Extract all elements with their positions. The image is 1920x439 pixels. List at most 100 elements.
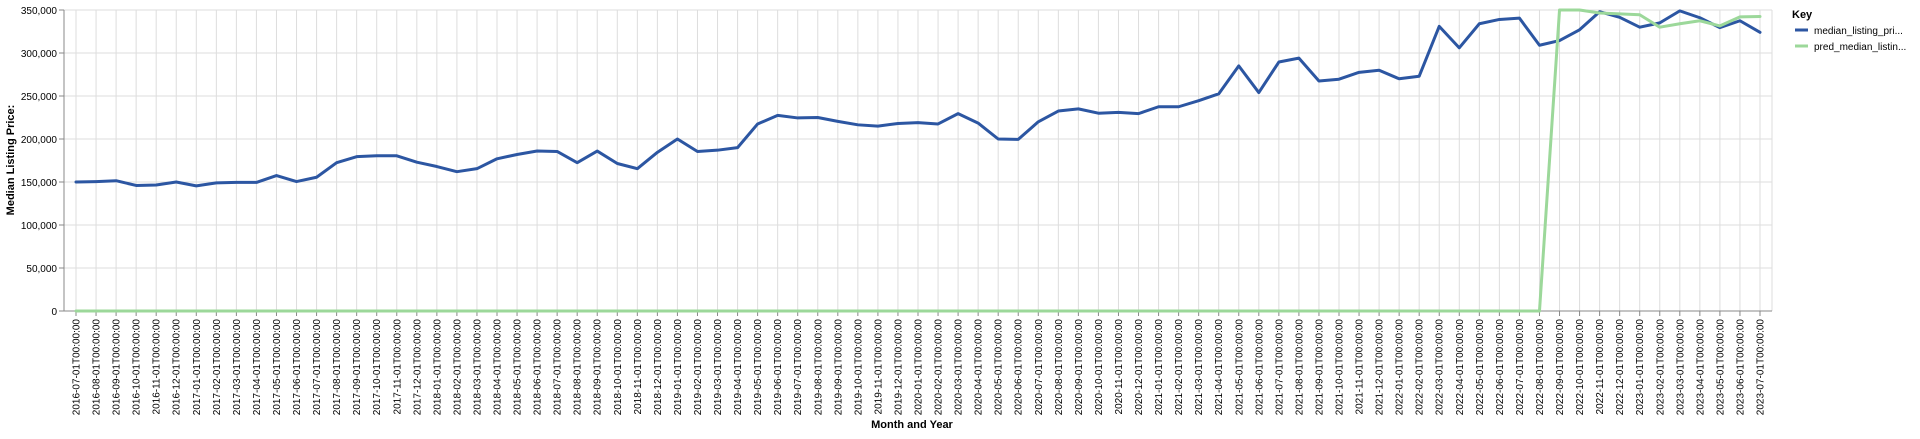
x-tick-label: 2020-02-01T00:00:00 — [934, 319, 945, 416]
legend-title: Key — [1792, 9, 1813, 21]
x-tick-label: 2023-01-01T00:00:00 — [1635, 319, 1646, 416]
x-axis-title: Month and Year — [871, 419, 953, 431]
x-tick-label: 2023-04-01T00:00:00 — [1695, 319, 1706, 416]
x-tick-label: 2023-06-01T00:00:00 — [1735, 319, 1746, 416]
x-tick-label: 2023-05-01T00:00:00 — [1715, 319, 1726, 416]
x-tick-label: 2017-10-01T00:00:00 — [372, 319, 383, 416]
x-tick-label: 2022-06-01T00:00:00 — [1495, 319, 1506, 416]
x-tick-label: 2021-05-01T00:00:00 — [1234, 319, 1245, 416]
x-tick-label: 2020-06-01T00:00:00 — [1014, 319, 1025, 416]
x-tick-label: 2021-10-01T00:00:00 — [1335, 319, 1346, 416]
x-tick-label: 2022-01-01T00:00:00 — [1395, 319, 1406, 416]
x-tick-label: 2017-12-01T00:00:00 — [412, 319, 423, 416]
x-tick-label: 2020-10-01T00:00:00 — [1094, 319, 1105, 416]
x-tick-label: 2016-09-01T00:00:00 — [112, 319, 123, 416]
y-axis-title: Median Listing Price: — [5, 105, 17, 216]
x-tick-label: 2018-04-01T00:00:00 — [493, 319, 504, 416]
x-tick-label: 2021-01-01T00:00:00 — [1154, 319, 1165, 416]
x-tick-label: 2017-09-01T00:00:00 — [352, 319, 363, 416]
x-tick-label: 2021-06-01T00:00:00 — [1254, 319, 1265, 416]
x-tick-label: 2022-12-01T00:00:00 — [1615, 319, 1626, 416]
x-tick-label: 2022-03-01T00:00:00 — [1435, 319, 1446, 416]
x-tick-label: 2019-12-01T00:00:00 — [893, 319, 904, 416]
x-tick-label: 2019-11-01T00:00:00 — [873, 319, 884, 415]
x-tick-label: 2020-11-01T00:00:00 — [1114, 319, 1125, 415]
x-tick-label: 2018-02-01T00:00:00 — [452, 319, 463, 416]
x-tick-label: 2017-06-01T00:00:00 — [292, 319, 303, 416]
x-tick-label: 2022-05-01T00:00:00 — [1475, 319, 1486, 416]
x-tick-label: 2016-08-01T00:00:00 — [92, 319, 103, 416]
x-tick-label: 2022-07-01T00:00:00 — [1515, 319, 1526, 416]
x-tick-label: 2020-07-01T00:00:00 — [1034, 319, 1045, 416]
y-tick-label: 50,000 — [26, 264, 57, 275]
x-tick-label: 2021-11-01T00:00:00 — [1355, 319, 1366, 415]
x-tick-label: 2022-09-01T00:00:00 — [1555, 319, 1566, 416]
x-tick-label: 2016-12-01T00:00:00 — [172, 319, 183, 416]
x-tick-label: 2017-08-01T00:00:00 — [332, 319, 343, 416]
x-tick-label: 2019-05-01T00:00:00 — [753, 319, 764, 416]
x-tick-label: 2017-02-01T00:00:00 — [212, 319, 223, 416]
x-tick-label: 2016-07-01T00:00:00 — [72, 319, 83, 416]
x-tick-label: 2023-02-01T00:00:00 — [1655, 319, 1666, 416]
x-tick-label: 2020-12-01T00:00:00 — [1134, 319, 1145, 416]
x-tick-label: 2019-07-01T00:00:00 — [793, 319, 804, 416]
y-tick-label: 200,000 — [21, 135, 58, 146]
y-tick-label: 150,000 — [21, 178, 58, 189]
x-tick-label: 2018-05-01T00:00:00 — [513, 319, 524, 416]
x-tick-label: 2021-03-01T00:00:00 — [1194, 319, 1205, 416]
x-tick-label: 2020-03-01T00:00:00 — [954, 319, 965, 416]
y-tick-label: 100,000 — [21, 221, 58, 232]
x-tick-label: 2021-07-01T00:00:00 — [1274, 319, 1285, 416]
x-tick-label: 2023-07-01T00:00:00 — [1756, 319, 1767, 416]
x-tick-label: 2019-01-01T00:00:00 — [673, 319, 684, 416]
x-tick-label: 2019-02-01T00:00:00 — [693, 319, 704, 416]
x-tick-label: 2018-11-01T00:00:00 — [633, 319, 644, 415]
x-tick-label: 2020-05-01T00:00:00 — [994, 319, 1005, 416]
x-tick-label: 2022-04-01T00:00:00 — [1455, 319, 1466, 416]
legend: Key median_listing_pri... pred_median_lis… — [1792, 9, 1906, 53]
x-tick-label: 2018-01-01T00:00:00 — [432, 319, 443, 416]
x-tick-label: 2023-03-01T00:00:00 — [1675, 319, 1686, 416]
x-tick-label: 2021-08-01T00:00:00 — [1294, 319, 1305, 416]
x-tick-label: 2017-07-01T00:00:00 — [312, 319, 323, 416]
x-tick-label: 2018-07-01T00:00:00 — [553, 319, 564, 416]
x-tick-label: 2018-09-01T00:00:00 — [593, 319, 604, 416]
x-tick-label: 2019-04-01T00:00:00 — [733, 319, 744, 416]
x-tick-label: 2020-09-01T00:00:00 — [1074, 319, 1085, 416]
x-tick-label: 2021-04-01T00:00:00 — [1214, 319, 1225, 416]
x-tick-label: 2018-12-01T00:00:00 — [653, 319, 664, 416]
x-tick-label: 2021-09-01T00:00:00 — [1314, 319, 1325, 416]
x-tick-label: 2022-02-01T00:00:00 — [1415, 319, 1426, 416]
x-tick-label: 2017-11-01T00:00:00 — [392, 319, 403, 415]
y-tick-label: 0 — [51, 307, 57, 318]
x-tick-label: 2017-01-01T00:00:00 — [192, 319, 203, 416]
x-tick-label: 2022-11-01T00:00:00 — [1595, 319, 1606, 415]
x-tick-label: 2018-08-01T00:00:00 — [573, 319, 584, 416]
x-tick-label: 2018-10-01T00:00:00 — [613, 319, 624, 416]
x-tick-label: 2017-04-01T00:00:00 — [252, 319, 263, 416]
y-tick-label: 250,000 — [21, 92, 58, 103]
x-tick-label: 2017-03-01T00:00:00 — [232, 319, 243, 416]
gridlines — [64, 9, 1772, 312]
series-line-1 — [74, 9, 1762, 188]
series-lines — [74, 8, 1762, 313]
x-tick-label: 2016-11-01T00:00:00 — [152, 319, 163, 415]
x-tick-label: 2021-02-01T00:00:00 — [1174, 319, 1185, 416]
series-line-2 — [74, 8, 1762, 313]
x-tick-label: 2018-03-01T00:00:00 — [472, 319, 483, 416]
x-tick-label: 2020-04-01T00:00:00 — [974, 319, 985, 416]
x-tick-label: 2019-09-01T00:00:00 — [833, 319, 844, 416]
x-tick-label: 2020-08-01T00:00:00 — [1054, 319, 1065, 416]
x-tick-label: 2019-10-01T00:00:00 — [853, 319, 864, 416]
x-tick-label: 2022-10-01T00:00:00 — [1575, 319, 1586, 416]
axes: 0 50,000 100,000 150,000 200,000 250,000 300,0… — [21, 6, 1773, 416]
x-tick-label: 2017-05-01T00:00:00 — [272, 319, 283, 416]
x-tick-label: 2016-10-01T00:00:00 — [132, 319, 143, 416]
x-tick-label: 2020-01-01T00:00:00 — [914, 319, 925, 416]
x-tick-label: 2019-08-01T00:00:00 — [813, 319, 824, 416]
legend-label: median_listing_pri... — [1814, 26, 1903, 37]
x-tick-label: 2022-08-01T00:00:00 — [1535, 319, 1546, 416]
x-tick-label: 2021-12-01T00:00:00 — [1375, 319, 1386, 416]
